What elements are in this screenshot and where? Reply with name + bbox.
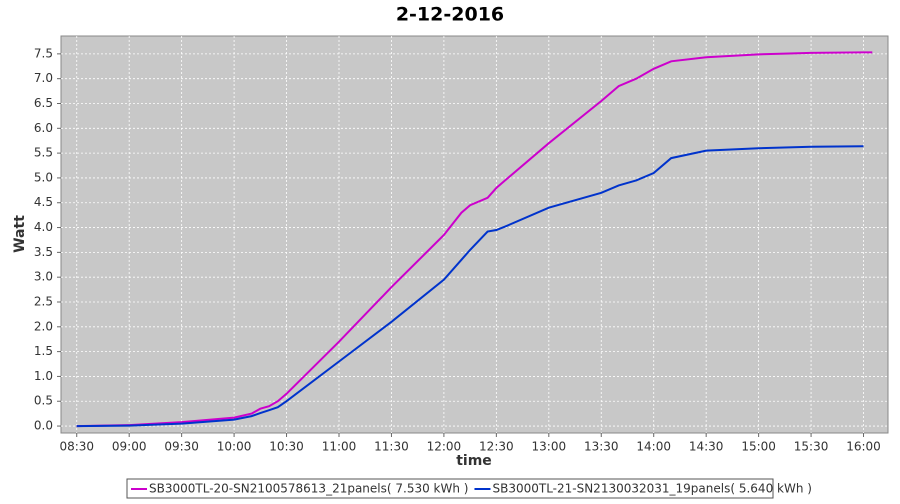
chart-title: 2-12-2016 xyxy=(396,4,504,26)
y-tick-label: 2.0 xyxy=(34,319,53,333)
x-tick-label: 16:00 xyxy=(846,440,881,454)
y-tick-label: 3.5 xyxy=(34,245,53,259)
x-axis-label: time xyxy=(456,453,492,469)
x-tick-label: 10:30 xyxy=(269,440,304,454)
series-line xyxy=(76,145,864,428)
x-tick-label: 15:30 xyxy=(794,440,829,454)
y-tick-label: 7.0 xyxy=(34,71,53,85)
y-axis-label: Watt xyxy=(12,215,28,253)
x-tick-label: 10:00 xyxy=(217,440,252,454)
x-tick-label: 09:30 xyxy=(164,440,199,454)
x-tick-label: 13:30 xyxy=(584,440,619,454)
y-tick-label: 4.0 xyxy=(34,220,53,234)
x-tick-label: 13:00 xyxy=(532,440,567,454)
y-tick-label: 5.5 xyxy=(34,146,53,160)
y-tick-label: 2.5 xyxy=(34,294,53,308)
x-tick-label: 15:00 xyxy=(741,440,776,454)
y-tick-label: 0.0 xyxy=(34,419,53,433)
x-tick-label: 09:00 xyxy=(112,440,147,454)
y-tick-label: 3.0 xyxy=(34,270,53,284)
x-tick-label: 11:30 xyxy=(374,440,409,454)
x-tick-label: 14:30 xyxy=(689,440,724,454)
x-tick-label: 11:00 xyxy=(322,440,357,454)
x-tick-label: 08:30 xyxy=(59,440,94,454)
x-tick-label: 14:00 xyxy=(636,440,671,454)
y-tick-label: 1.0 xyxy=(34,369,53,383)
y-tick-label: 7.5 xyxy=(34,46,53,60)
series-line xyxy=(76,51,873,428)
y-tick-label: 5.0 xyxy=(34,170,53,184)
y-tick-label: 1.5 xyxy=(34,344,53,358)
y-tick-label: 0.5 xyxy=(34,394,53,408)
y-tick-label: 4.5 xyxy=(34,195,53,209)
legend-box xyxy=(126,478,774,499)
x-tick-label: 12:00 xyxy=(427,440,462,454)
legend-label: SB3000TL-21-SN2130032031_19panels( 5.640… xyxy=(492,482,811,496)
y-tick-label: 6.5 xyxy=(34,96,53,110)
y-tick-label: 6.0 xyxy=(34,121,53,135)
x-tick-label: 12:30 xyxy=(479,440,514,454)
plot-area xyxy=(60,35,889,434)
legend-label: SB3000TL-20-SN2100578613_21panels( 7.530… xyxy=(149,482,468,496)
